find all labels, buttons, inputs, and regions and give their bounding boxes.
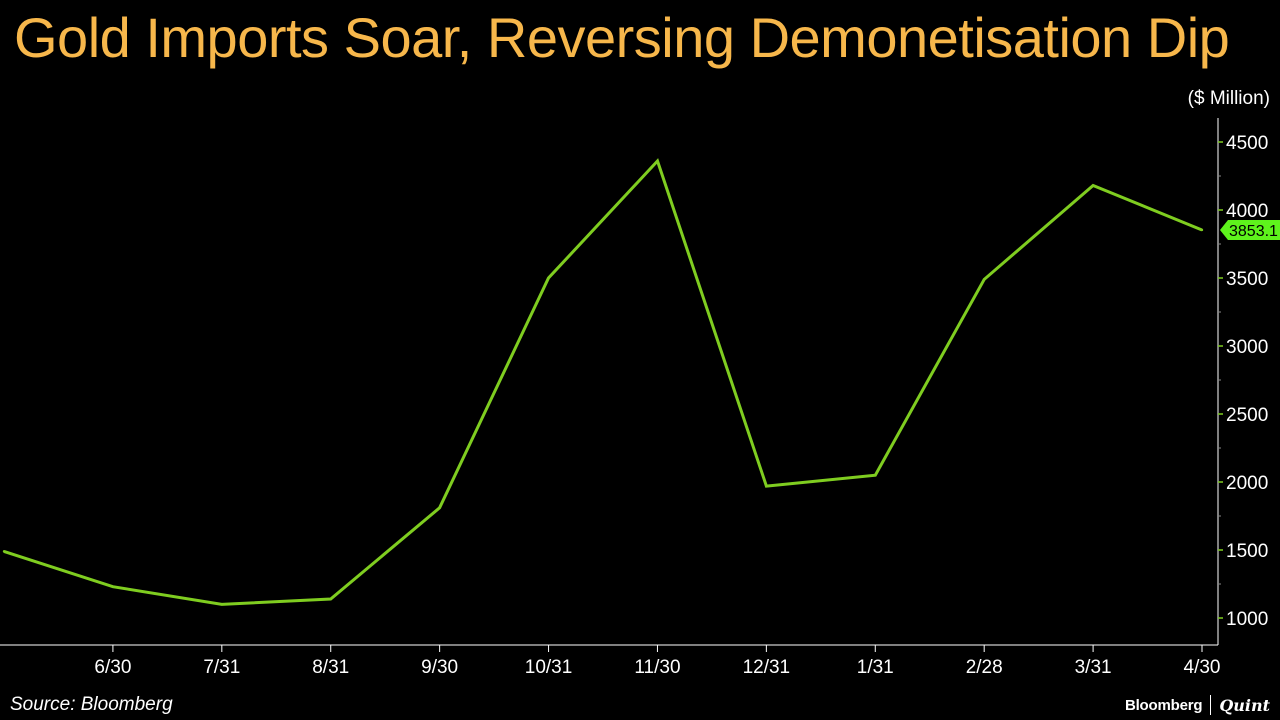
data-point [220, 603, 224, 606]
last-value-tag-group: 3853.1 [1220, 219, 1280, 240]
x-tick-label: 7/31 [203, 657, 240, 678]
x-tick-label: 6/30 [94, 657, 131, 678]
data-point [329, 597, 332, 601]
data-point [2, 550, 6, 553]
y-axis-unit-label: ($ Million) [1187, 88, 1270, 109]
data-point [438, 506, 441, 510]
x-tick-label: 10/31 [525, 657, 573, 678]
last-value-tag [1220, 219, 1280, 240]
data-point [765, 484, 768, 488]
brand-bloomberg: Bloomberg [1124, 696, 1203, 714]
x-tick-label: 3/31 [1075, 657, 1112, 678]
y-tick-label: 4500 [1226, 133, 1268, 154]
last-value-label: 3853.1 [1229, 223, 1278, 240]
y-tick-label: 3500 [1226, 269, 1268, 290]
brand-logo: Bloomberg Quint [1125, 692, 1270, 718]
x-tick-label: 4/30 [1184, 657, 1221, 678]
series-line [3, 158, 1203, 606]
x-tick-label: 1/31 [857, 657, 894, 678]
x-tick-label: 11/30 [634, 657, 680, 678]
y-tick-label: 3000 [1226, 337, 1268, 358]
data-point [982, 278, 986, 281]
data-point [656, 159, 659, 163]
chart-title: Gold Imports Soar, Reversing Demonetisat… [14, 6, 1230, 69]
x-tick-label: 8/31 [312, 657, 349, 678]
y-tick-label: 1500 [1226, 541, 1268, 562]
y-tick-label: 2000 [1226, 473, 1268, 494]
x-tick-label: 9/30 [421, 657, 458, 678]
data-point [1091, 184, 1095, 187]
x-tick-label: 2/28 [966, 657, 1003, 678]
y-tick-label: 4000 [1226, 201, 1268, 222]
data-point [111, 585, 115, 588]
y-tick-label: 1000 [1226, 609, 1268, 630]
data-point [1200, 228, 1204, 232]
brand-quint: Quint [1219, 695, 1270, 715]
source-note: Source: Bloomberg [10, 694, 173, 715]
y-axis: 1000 1500 2000 2500 3000 3500 4000 4500 [1217, 118, 1268, 645]
series-group [2, 158, 1204, 606]
data-point [874, 474, 877, 477]
y-tick-label: 2500 [1226, 405, 1268, 426]
x-tick-label: 12/31 [743, 657, 791, 678]
data-point [547, 276, 550, 280]
x-axis: 6/30 7/31 8/31 9/30 10/31 11/30 12/31 1/31 2/28 3… [0, 644, 1221, 678]
brand-separator [1210, 695, 1212, 715]
